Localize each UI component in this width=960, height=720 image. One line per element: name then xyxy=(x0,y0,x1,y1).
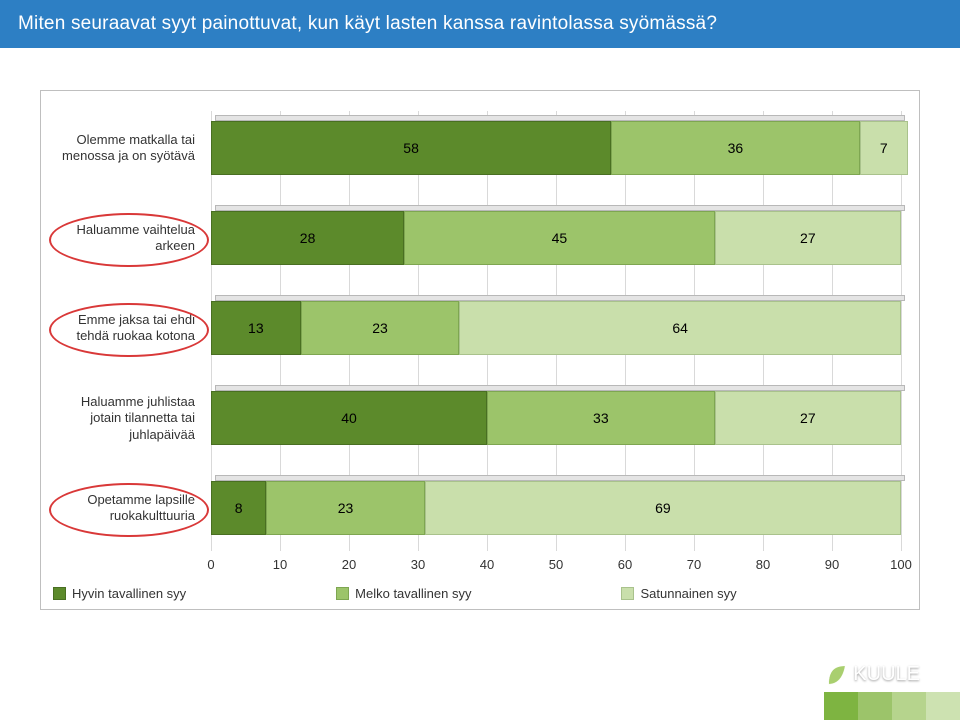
bar-segment: 28 xyxy=(211,211,404,265)
bar-value: 40 xyxy=(341,410,357,426)
bar-segment: 13 xyxy=(211,301,301,355)
bar-segment: 8 xyxy=(211,481,266,535)
legend-item: Melko tavallinen syy xyxy=(336,586,471,601)
bar-segment: 45 xyxy=(404,211,715,265)
category-label: Haluamme vaihteluaarkeen xyxy=(41,222,201,255)
bar-value: 13 xyxy=(248,320,264,336)
bar-segment: 23 xyxy=(266,481,425,535)
category-label: Emme jaksa tai ehditehdä ruokaa kotona xyxy=(41,312,201,345)
accent-strip xyxy=(824,692,960,720)
accent-block xyxy=(892,692,926,720)
x-tick-label: 100 xyxy=(881,557,921,572)
bar-segment: 33 xyxy=(487,391,715,445)
bar-value: 45 xyxy=(552,230,568,246)
legend-swatch xyxy=(621,587,634,600)
bar-segment: 69 xyxy=(425,481,901,535)
bar-row: 28 45 27 xyxy=(211,211,901,265)
x-tick-label: 70 xyxy=(674,557,714,572)
bar-value: 23 xyxy=(338,500,354,516)
bar-value: 27 xyxy=(800,410,816,426)
bar-value: 8 xyxy=(235,500,243,516)
x-tick-label: 60 xyxy=(605,557,645,572)
bar-row: 13 23 64 xyxy=(211,301,901,355)
bar-value: 69 xyxy=(655,500,671,516)
x-tick-label: 30 xyxy=(398,557,438,572)
logo-text: KUULE xyxy=(853,663,920,686)
x-tick-label: 0 xyxy=(191,557,231,572)
bar-segment: 27 xyxy=(715,211,901,265)
page-title: Miten seuraavat syyt painottuvat, kun kä… xyxy=(18,13,717,35)
bar-segment: 36 xyxy=(611,121,859,175)
logo-mark-icon xyxy=(825,664,847,686)
legend-label: Melko tavallinen syy xyxy=(355,586,471,601)
bar-value: 7 xyxy=(880,140,888,156)
bar-value: 27 xyxy=(800,230,816,246)
bar-row: 58 36 7 xyxy=(211,121,901,175)
legend-item: Hyvin tavallinen syy xyxy=(53,586,186,601)
title-band: Miten seuraavat syyt painottuvat, kun kä… xyxy=(0,0,960,48)
bar-row: 8 23 69 xyxy=(211,481,901,535)
bar-value: 33 xyxy=(593,410,609,426)
legend-item: Satunnainen syy xyxy=(621,586,736,601)
bar-segment: 23 xyxy=(301,301,460,355)
bar-value: 58 xyxy=(403,140,419,156)
bar-value: 64 xyxy=(672,320,688,336)
legend-label: Satunnainen syy xyxy=(640,586,736,601)
bar-segment: 40 xyxy=(211,391,487,445)
bar-segment: 7 xyxy=(860,121,908,175)
legend-swatch xyxy=(336,587,349,600)
bar-segment: 27 xyxy=(715,391,901,445)
accent-block xyxy=(926,692,960,720)
bar-row: 40 33 27 xyxy=(211,391,901,445)
bar-segment: 64 xyxy=(459,301,901,355)
grid-line xyxy=(901,111,902,551)
category-label: Haluamme juhlistaajotain tilannetta taij… xyxy=(41,394,201,443)
brand-logo: KUULE xyxy=(825,663,920,686)
legend-swatch xyxy=(53,587,66,600)
category-label: Olemme matkalla taimenossa ja on syötävä xyxy=(41,132,201,165)
bar-segment: 58 xyxy=(211,121,611,175)
bar-value: 28 xyxy=(300,230,316,246)
x-tick-label: 50 xyxy=(536,557,576,572)
category-label: Opetamme lapsilleruokakulttuuria xyxy=(41,492,201,525)
bar-value: 36 xyxy=(728,140,744,156)
x-tick-label: 90 xyxy=(812,557,852,572)
x-tick-label: 10 xyxy=(260,557,300,572)
accent-block xyxy=(824,692,858,720)
x-tick-label: 80 xyxy=(743,557,783,572)
x-tick-label: 20 xyxy=(329,557,369,572)
x-tick-label: 40 xyxy=(467,557,507,572)
legend: Hyvin tavallinen syy Melko tavallinen syy… xyxy=(53,586,737,601)
legend-label: Hyvin tavallinen syy xyxy=(72,586,186,601)
accent-block xyxy=(858,692,892,720)
chart-frame: 0 10 20 30 40 50 60 70 80 90 100 Olemme matkalla t… xyxy=(40,90,920,610)
bar-value: 23 xyxy=(372,320,388,336)
